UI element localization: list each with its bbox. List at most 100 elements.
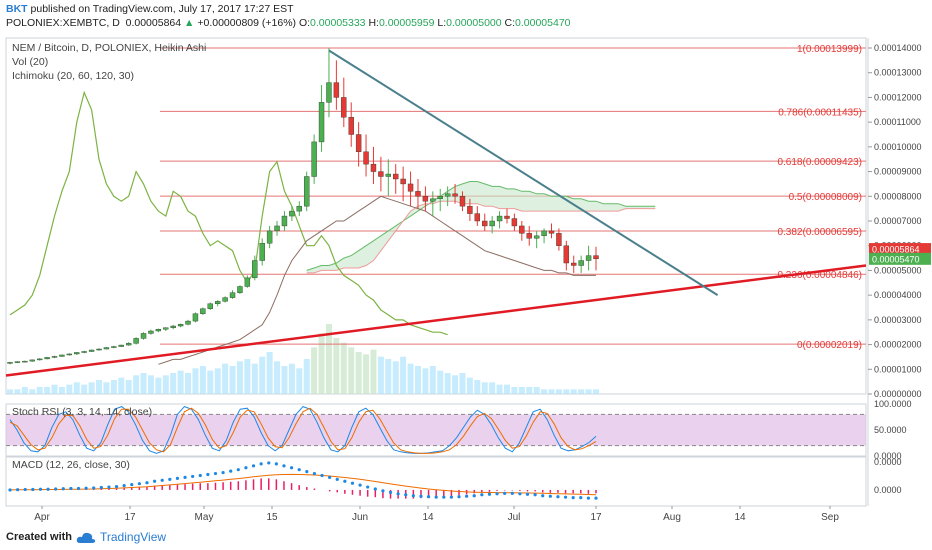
published-text: published on TradingView.com, July 17, 2… <box>30 3 294 15</box>
tradingview-logo[interactable]: TradingView <box>100 530 167 544</box>
macd-point <box>358 483 362 487</box>
volume-bar <box>548 389 555 394</box>
candle-body <box>430 198 436 202</box>
last-price: 0.00005864 <box>125 17 182 29</box>
volume-bar <box>96 380 103 394</box>
macd-point <box>312 471 317 476</box>
fib-level-label: 0.382(0.00006595) <box>777 227 862 238</box>
price-tag-label: 0.00005864 <box>872 245 920 255</box>
candle-body <box>415 191 421 197</box>
macd-point <box>442 495 446 499</box>
macd-point <box>61 487 65 491</box>
close-label: C: <box>504 17 516 29</box>
macd-point <box>267 461 271 465</box>
volume-bar <box>303 359 310 394</box>
candle-body <box>541 230 547 237</box>
candle-body <box>51 356 58 358</box>
candle-body <box>74 352 80 355</box>
volume-bar <box>44 387 51 394</box>
macd-point <box>503 491 507 495</box>
volume-legend[interactable]: Vol (20) <box>12 56 49 68</box>
ichimoku-span-a <box>306 181 656 271</box>
macd-point <box>419 494 423 498</box>
macd-point <box>305 470 309 474</box>
ichimoku-legend[interactable]: Ichimoku (20, 60, 120, 30) <box>12 70 134 82</box>
macd-point <box>198 473 202 478</box>
candle-body <box>578 260 584 266</box>
main-legend-title[interactable]: NEM / Bitcoin, D, POLONIEX, Heikin Ashi <box>12 42 207 54</box>
volume-bar <box>73 382 80 394</box>
macd-signal-line <box>9 473 597 496</box>
main-pane-border <box>5 37 867 395</box>
candle-body <box>407 183 414 192</box>
volume-bar <box>429 366 436 394</box>
candle-body <box>125 343 132 346</box>
candle-body <box>482 220 488 227</box>
macd-point <box>282 464 286 468</box>
candle-body <box>318 102 325 143</box>
volume-bar <box>318 333 325 394</box>
macd-tick-label: 0.0000 <box>874 485 902 495</box>
candle-body <box>548 230 555 234</box>
resistance-trendline <box>328 49 719 296</box>
price-tick-label: 0.00004000 <box>874 290 922 300</box>
time-tick-label: 15 <box>266 512 278 523</box>
price-tick-label: 0.00000000 <box>874 389 922 399</box>
candle-body <box>489 220 495 227</box>
macd-legend[interactable]: MACD (12, 26, close, 30) <box>12 459 130 471</box>
price-tick-label: 0.00014000 <box>874 43 922 53</box>
macd-point <box>533 493 537 497</box>
close-value: 0.00005470 <box>515 17 571 29</box>
chart-area[interactable]: 0.00014000 0.00013000 0.00012000 0.00011000… <box>0 36 932 526</box>
macd-point <box>259 462 263 466</box>
macd-point <box>510 491 514 495</box>
candle-body <box>96 348 102 351</box>
macd-point <box>8 488 12 492</box>
candle-body <box>200 308 206 314</box>
chart-svg[interactable]: 0.00014000 0.00013000 0.00012000 0.00011000… <box>0 36 932 526</box>
publish-line: BKT published on TradingView.com, July 1… <box>6 3 294 15</box>
author-name[interactable]: BKT <box>6 3 28 15</box>
candle-body <box>7 362 13 364</box>
volume-bar <box>555 389 562 394</box>
macd-point <box>525 492 530 496</box>
volume-bar <box>155 377 162 394</box>
symbol-label: POLONIEX:XEMBTC, D <box>6 17 120 29</box>
time-tick-label: Sep <box>821 512 839 523</box>
macd-point <box>206 472 210 477</box>
candle-body <box>14 361 21 363</box>
candle-body <box>133 338 139 344</box>
candle-body <box>474 213 481 222</box>
candle-body <box>563 245 570 264</box>
volume-bar <box>459 373 466 394</box>
volume-bar <box>21 387 28 394</box>
volume-bar <box>296 368 303 394</box>
volume-bar <box>266 352 273 394</box>
volume-bar <box>170 373 177 394</box>
price-tick-label: 0.00011000 <box>874 117 921 127</box>
volume-bar <box>414 366 421 394</box>
macd-point <box>137 482 141 486</box>
time-tick-label: May <box>195 512 214 523</box>
volume-bar <box>370 349 377 394</box>
macd-point <box>426 495 431 499</box>
time-tick-label: Apr <box>34 512 50 523</box>
volume-bar <box>437 370 444 394</box>
volume-bar <box>333 338 340 394</box>
macd-point <box>381 489 385 493</box>
high-value: 0.00005959 <box>378 17 435 29</box>
fib-level-label: 0(0.00002019) <box>797 340 862 351</box>
macd-point <box>320 473 324 478</box>
stoch-legend[interactable]: Stoch RSI (3, 3, 14, 14, close) <box>12 406 153 418</box>
volume-bar <box>118 377 125 394</box>
macd-point <box>472 494 476 498</box>
candle-body <box>363 151 369 165</box>
volume-bar <box>244 359 251 394</box>
macd-point <box>175 476 180 480</box>
macd-point <box>556 495 560 499</box>
volume-bar <box>407 363 414 394</box>
candle-body <box>44 357 50 360</box>
volume-bar <box>133 375 140 394</box>
candle-body <box>348 116 354 135</box>
candle-body <box>571 262 577 266</box>
